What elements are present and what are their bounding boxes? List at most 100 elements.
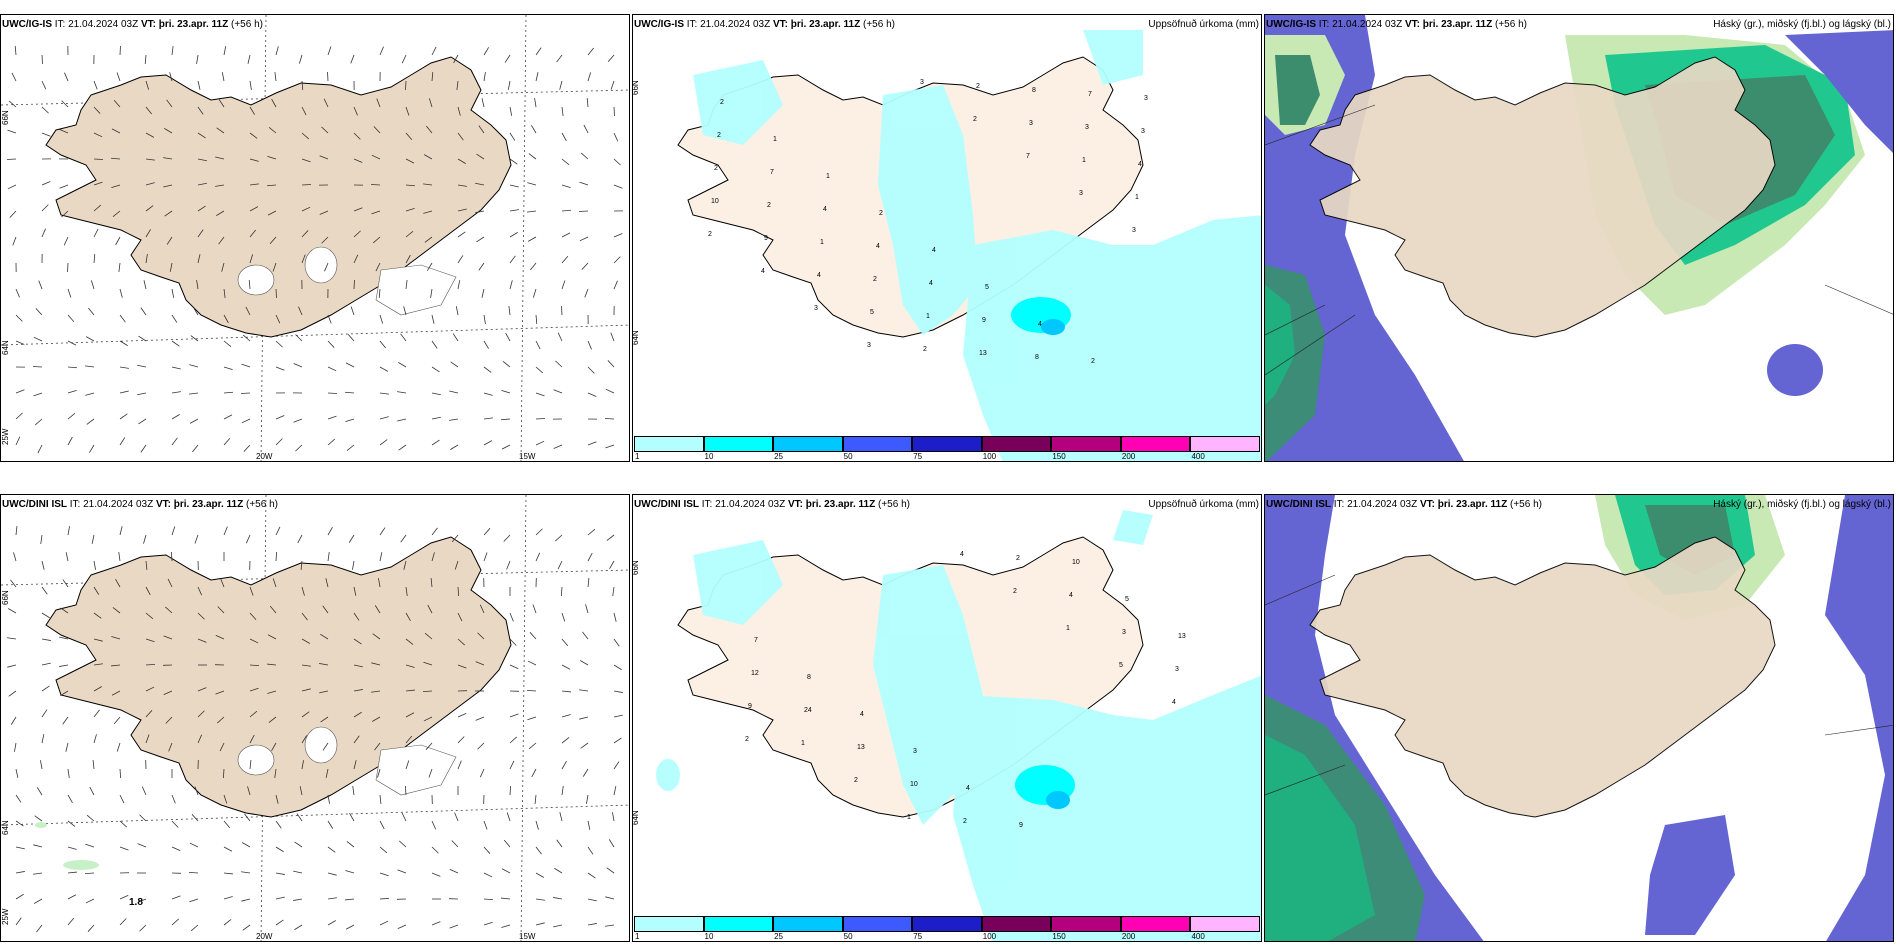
wind-barb — [403, 306, 407, 316]
wind-barb — [89, 786, 95, 796]
precip-value: 4 — [817, 272, 821, 279]
precip-value: 5 — [985, 284, 989, 291]
wind-barb — [353, 711, 362, 718]
cloud-map-bottom[interactable]: UWC/DINI ISL IT: 21.04.2024 03Z VT: þri.… — [1264, 494, 1894, 942]
wind-barb — [245, 534, 251, 544]
wind-barb — [191, 814, 199, 822]
wind-barb — [93, 734, 97, 744]
wind-barb — [189, 898, 199, 903]
wind-barb — [171, 794, 176, 804]
wind-barb — [15, 871, 25, 874]
wind-barb — [197, 612, 205, 620]
wind-barb — [118, 262, 121, 272]
wind-barb — [145, 80, 150, 90]
legend-tick: 25 — [774, 452, 784, 461]
wind-barb — [579, 689, 589, 692]
cloud-map-top[interactable]: UWC/IG-IS IT: 21.04.2024 03Z VT: þri. 23… — [1264, 14, 1894, 462]
wind-barb — [457, 255, 464, 264]
wind-barb — [431, 46, 437, 56]
precip-value: 2 — [963, 818, 967, 825]
wind-barb — [163, 635, 173, 640]
wind-barb — [580, 742, 589, 749]
wind-barb — [431, 552, 435, 562]
wind-barb — [557, 332, 563, 342]
wind-barb — [561, 737, 570, 744]
lat-label: 66N — [632, 80, 640, 95]
legend-swatch — [773, 436, 843, 452]
wind-barb — [275, 46, 279, 56]
wind-barb — [140, 307, 147, 316]
precip-value: 8 — [1032, 87, 1036, 94]
wind-barb — [171, 366, 181, 370]
precip-value: 1 — [801, 740, 805, 747]
wind-barb — [527, 236, 537, 242]
wind-barb — [320, 633, 329, 640]
wind-barb — [353, 760, 357, 770]
wind-barb — [327, 794, 330, 804]
wind-barb — [62, 716, 69, 725]
wind-barb — [327, 46, 332, 56]
precip-value: 3 — [1079, 190, 1083, 197]
precip-value: 2 — [1016, 555, 1020, 562]
wind-barb — [193, 307, 199, 316]
wind-barb — [427, 604, 433, 614]
wind-map-top[interactable]: UWC/IG-IS IT: 21.04.2024 03Z VT: þri. 23… — [0, 14, 630, 462]
wind-barb — [457, 280, 461, 290]
wind-barb — [587, 366, 595, 374]
wind-barb — [346, 444, 355, 451]
wind-barb — [171, 526, 176, 536]
precip-value: 2 — [873, 276, 877, 283]
wind-barb — [612, 586, 615, 596]
wind-barb — [431, 872, 441, 877]
wind-barb — [379, 416, 389, 420]
wind-barb — [561, 232, 571, 238]
wind-barb — [218, 236, 225, 245]
wind-barb — [405, 207, 415, 212]
wind-barb — [67, 389, 77, 394]
wind-barb — [353, 689, 363, 692]
wind-barb — [84, 872, 95, 875]
precip-value: 2 — [976, 83, 980, 90]
wind-barb — [221, 262, 225, 272]
wind-barb — [145, 205, 154, 212]
wind-barb — [581, 262, 589, 270]
wind-barb — [217, 606, 225, 614]
wind-barb — [59, 129, 69, 134]
wind-barb — [275, 314, 281, 324]
wind-barb — [249, 687, 259, 692]
wind-barb — [67, 820, 76, 827]
wind-barb — [138, 418, 147, 425]
wind-barb — [586, 794, 589, 804]
panel-header: UWC/IG-IS IT: 21.04.2024 03Z VT: þri. 23… — [2, 19, 263, 30]
lat-label: 64N — [632, 810, 640, 825]
wind-barb — [165, 606, 173, 614]
wind-barb — [453, 54, 459, 64]
wind-map-svg: 1.8 — [1, 495, 629, 941]
precip-map-top[interactable]: 2 1 1 2 4 5 4 2 3 2 7 4 4 4 9 8 7 3 2 2 1 2 1 13 8 3 4 10 9 4 5 2 2 3 1 1 2 4… — [632, 14, 1262, 462]
wind-barb — [327, 920, 336, 926]
wind-barb — [275, 551, 278, 562]
wind-barb — [293, 363, 303, 368]
wind-barb — [475, 210, 485, 214]
wind-barb — [41, 560, 45, 570]
wind-barb — [509, 280, 513, 290]
wind-map-bottom[interactable]: 1.8 UWC/DINI ISL IT: 21.04.2024 03Z VT: … — [0, 494, 630, 942]
precip-value: 2 — [714, 165, 718, 172]
wind-barb — [171, 414, 180, 420]
precip-map-bottom[interactable]: 7 8 4 3 4 9 10 5 13 12 24 13 10 2 2 4 3 3 9 1 2 1 4 2 1 5 4 2 UWC/D… — [632, 494, 1262, 942]
lon-label: 20W — [256, 932, 273, 941]
precip-value: 5 — [1125, 596, 1129, 603]
wind-barb — [423, 183, 433, 186]
wind-barb — [249, 206, 259, 212]
precip-value: 24 — [804, 707, 812, 714]
precip-value: 13 — [979, 350, 987, 357]
wind-barb — [319, 210, 329, 215]
wind-barb — [165, 716, 173, 724]
wind-barb — [605, 896, 615, 900]
wind-barb — [483, 314, 486, 324]
wind-barb — [301, 760, 304, 770]
wind-barb — [41, 228, 46, 238]
wind-barb — [14, 45, 17, 56]
wind-barb — [379, 920, 389, 926]
precip-legend: 1 10 25 50 75 100 150 200 400 — [634, 436, 1260, 461]
